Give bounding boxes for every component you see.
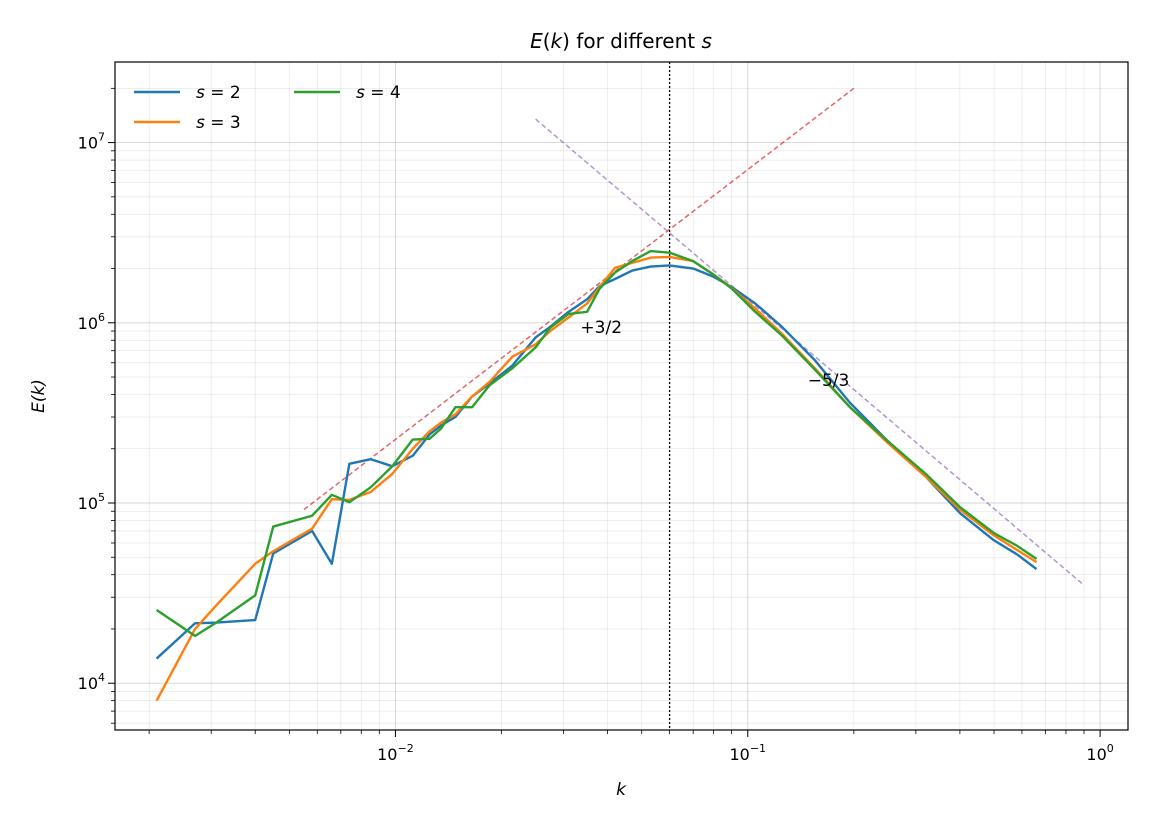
legend: s = 2 s = 3 s = 4 (134, 83, 401, 133)
grid (115, 62, 1128, 730)
reference-line-1 (303, 87, 855, 511)
annotations: +3/2 −5/3 (580, 318, 849, 391)
slope-annotation-2: −5/3 (808, 371, 850, 391)
x-tick-label: 100 (1086, 742, 1113, 764)
axis-ticks: 10−2 10−1 100 104 105 106 107 (78, 87, 1114, 764)
x-axis-label: k (616, 780, 627, 800)
x-tick-label: 10−2 (377, 742, 414, 764)
series-lines (155, 249, 1038, 702)
series-line-s4 (155, 249, 1038, 638)
reference-lines (303, 62, 1085, 730)
plot-area (114, 61, 1129, 731)
x-tick-label: 10−1 (729, 742, 766, 764)
legend-label-s4: s = 4 (356, 83, 401, 103)
y-tick-label: 104 (78, 671, 105, 693)
y-tick-label: 107 (78, 131, 105, 153)
y-tick-label: 105 (78, 491, 105, 513)
slope-annotation-1: +3/2 (580, 318, 622, 338)
reference-line-2 (535, 118, 1085, 586)
y-axis-label: E(k) (29, 379, 49, 413)
legend-label-s3: s = 3 (196, 113, 241, 133)
chart-title: E(k) for different s (530, 29, 712, 53)
legend-label-s2: s = 2 (196, 83, 241, 103)
series-line-s2 (155, 264, 1038, 660)
y-tick-label: 106 (78, 311, 105, 333)
